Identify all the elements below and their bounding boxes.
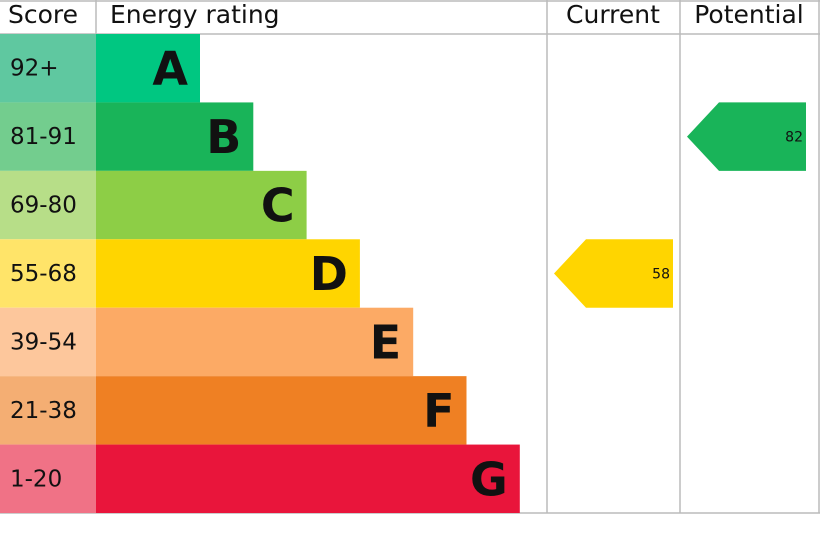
score-range: 92+: [10, 56, 59, 82]
band-letter: G: [470, 452, 508, 506]
band-letter: D: [310, 247, 348, 301]
band-bar: [96, 376, 467, 445]
band-bar: [96, 307, 414, 377]
band-bar: [96, 239, 360, 308]
current-arrow: [554, 239, 673, 308]
header: Score: [8, 0, 78, 29]
potential-arrow: [687, 102, 806, 171]
header: Potential: [694, 0, 804, 29]
band-bar: [96, 34, 200, 103]
score-cell: [0, 444, 96, 513]
header: Energy rating: [110, 0, 280, 29]
score-range: 55-68: [10, 261, 77, 287]
score-range: 1-20: [10, 466, 62, 492]
score-range: 21-38: [10, 398, 77, 424]
band-bar: [96, 444, 520, 513]
score-cell: [0, 170, 96, 240]
score-cell: [0, 307, 96, 377]
band-letter: A: [152, 42, 188, 96]
score-range: 81-91: [10, 124, 77, 150]
potential-value: 82: [785, 130, 803, 146]
band-bar: [96, 170, 307, 240]
score-cell: [0, 34, 96, 103]
score-range: 69-80: [10, 193, 77, 219]
score-range: 39-54: [10, 329, 77, 355]
band-letter: B: [206, 110, 241, 164]
score-cell: [0, 376, 96, 445]
band-bar: [96, 102, 254, 171]
current-value: 58: [652, 267, 670, 283]
band-letter: F: [423, 384, 454, 438]
band-letter: E: [370, 315, 401, 369]
score-cell: [0, 102, 96, 171]
header: Current: [566, 0, 660, 29]
score-cell: [0, 239, 96, 308]
band-letter: C: [261, 179, 295, 233]
